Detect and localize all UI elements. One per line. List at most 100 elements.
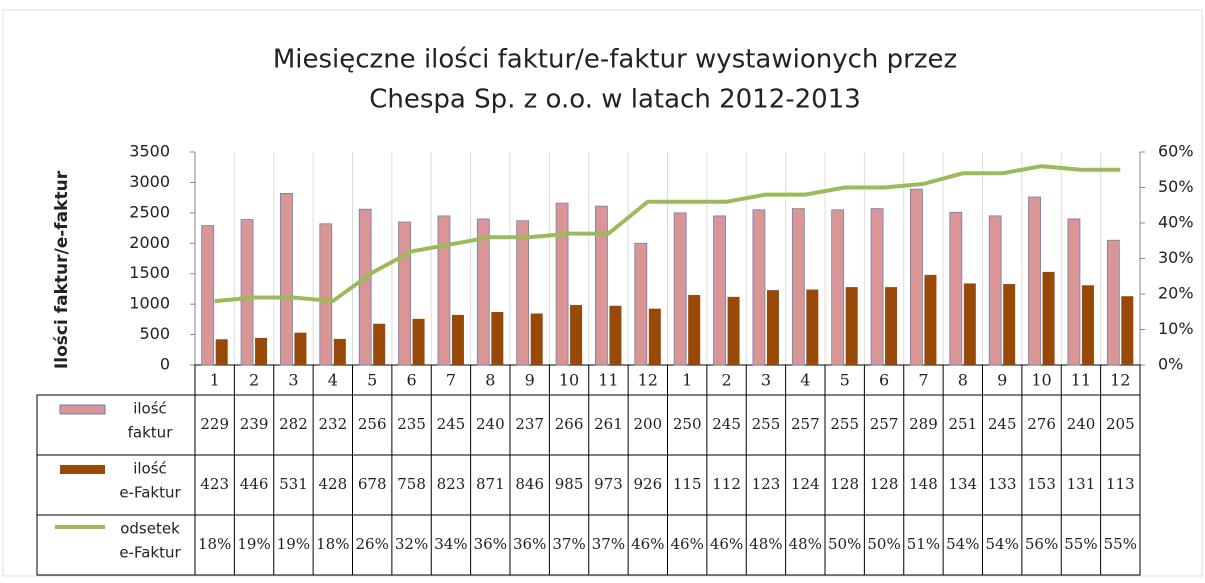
- table-value: 153: [1027, 475, 1056, 493]
- table-value: 46%: [671, 535, 704, 553]
- table-value: 205: [1106, 415, 1135, 433]
- x-tick-label: 9: [997, 371, 1007, 390]
- legend-label: ilość: [133, 460, 167, 478]
- table-value: 56%: [1025, 535, 1058, 553]
- table-value: 985: [555, 475, 584, 493]
- table-value: 112: [712, 475, 741, 493]
- table-value: 128: [830, 475, 859, 493]
- bar: [476, 218, 490, 366]
- table-value: 255: [830, 415, 859, 433]
- legend-label: faktur: [128, 424, 174, 442]
- y-tick-label: 2000: [129, 233, 170, 252]
- bar: [319, 223, 333, 366]
- legend-label: e-Faktur: [119, 544, 181, 562]
- x-tick-label: 5: [840, 371, 850, 390]
- bar: [831, 209, 845, 366]
- legend-label: e-Faktur: [119, 484, 181, 502]
- table-value: 48%: [749, 535, 782, 553]
- x-tick-label: 10: [559, 371, 579, 390]
- table-value: 55%: [1064, 535, 1097, 553]
- y-tick-label: 2500: [129, 202, 170, 221]
- table-value: 232: [318, 415, 347, 433]
- x-tick-label: 6: [879, 371, 889, 390]
- table-value: 124: [791, 475, 820, 493]
- x-tick-label: 4: [328, 371, 338, 390]
- table-value: 255: [752, 415, 781, 433]
- x-tick-label: 10: [1031, 371, 1051, 390]
- table-value: 19%: [277, 535, 310, 553]
- table-value: 276: [1027, 415, 1056, 433]
- bar: [437, 215, 451, 366]
- table-value: 678: [358, 475, 387, 493]
- table-value: 239: [240, 415, 269, 433]
- y-tick-label: 1000: [129, 294, 170, 313]
- table-value: 446: [240, 475, 269, 493]
- y-tick-label: 1500: [129, 263, 170, 282]
- table-value: 55%: [1104, 535, 1137, 553]
- table-value: 973: [594, 475, 623, 493]
- bar: [713, 215, 726, 366]
- table-value: 50%: [867, 535, 900, 553]
- bar: [255, 337, 268, 365]
- table-value: 245: [712, 415, 741, 433]
- bar: [1121, 296, 1134, 365]
- table-value: 37%: [552, 535, 585, 553]
- table-value: 423: [200, 475, 229, 493]
- table-value: 257: [870, 415, 899, 433]
- table-value: 115: [673, 475, 702, 493]
- table-value: 926: [633, 475, 662, 493]
- bar: [570, 305, 583, 365]
- table-value: 266: [555, 415, 584, 433]
- bar: [1042, 271, 1055, 365]
- bar: [595, 205, 608, 366]
- x-tick-label: 1: [210, 371, 220, 390]
- bar: [398, 221, 411, 366]
- bar: [555, 202, 569, 366]
- x-tick-label: 2: [249, 371, 259, 390]
- x-tick-label: 6: [406, 371, 416, 390]
- table-value: 51%: [907, 535, 940, 553]
- table-value: 237: [515, 415, 544, 433]
- bar: [412, 318, 425, 365]
- table-value: 148: [909, 475, 938, 493]
- chart-title: Chespa Sp. z o.o. w latach 2012-2013: [369, 85, 861, 115]
- y2-tick-label: 60%: [1158, 142, 1194, 161]
- bar: [988, 215, 1002, 366]
- bar: [358, 208, 372, 366]
- x-tick-label: 9: [525, 371, 535, 390]
- x-tick-label: 3: [288, 371, 298, 390]
- bar: [791, 208, 805, 366]
- table-value: 36%: [474, 535, 507, 553]
- table-value: 428: [318, 475, 347, 493]
- bar: [949, 211, 963, 366]
- x-tick-label: 4: [800, 371, 810, 390]
- bar: [201, 225, 215, 366]
- legend-label: odsetek: [120, 520, 180, 538]
- bar: [491, 311, 504, 365]
- table-value: 54%: [986, 535, 1019, 553]
- table-value: 37%: [592, 535, 625, 553]
- bar: [1028, 196, 1041, 366]
- table-value: 256: [358, 415, 387, 433]
- table-value: 531: [279, 475, 308, 493]
- bar: [845, 287, 858, 365]
- table-value: 823: [437, 475, 466, 493]
- bar: [373, 323, 386, 365]
- x-tick-label: 12: [1110, 371, 1130, 390]
- table-value: 123: [752, 475, 781, 493]
- bar: [1081, 285, 1094, 365]
- bar: [910, 188, 923, 366]
- table-value: 32%: [395, 535, 428, 553]
- y2-tick-label: 50%: [1158, 177, 1194, 196]
- bar: [294, 332, 307, 365]
- bar: [806, 289, 819, 365]
- y2-tick-label: 20%: [1158, 284, 1194, 303]
- table-value: 18%: [316, 535, 349, 553]
- x-tick-label: 12: [638, 371, 658, 390]
- table-value: 261: [594, 415, 623, 433]
- bar: [727, 296, 740, 365]
- bar: [870, 208, 884, 366]
- bar: [1106, 239, 1120, 366]
- bar: [924, 274, 937, 365]
